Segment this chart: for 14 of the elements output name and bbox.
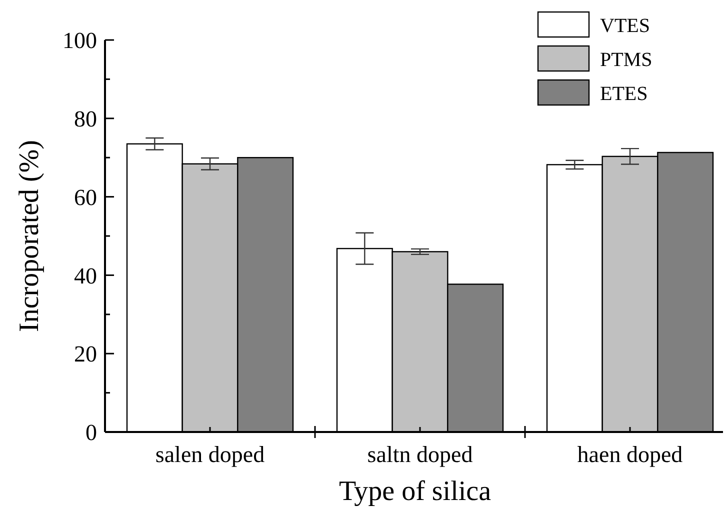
x-tick-label: salen doped xyxy=(155,442,266,467)
x-tick-label: haen doped xyxy=(577,442,684,467)
y-axis-title: Incroporated (%) xyxy=(14,140,45,332)
legend-label: ETES xyxy=(600,83,648,105)
x-tick-label: saltn doped xyxy=(367,442,474,467)
legend-label: PTMS xyxy=(600,49,652,71)
y-tick-label: 60 xyxy=(74,184,97,210)
x-axis-title: Type of silica xyxy=(339,476,492,507)
y-tick-label: 80 xyxy=(74,106,97,132)
y-tick-label: 20 xyxy=(74,342,97,367)
y-tick-label: 0 xyxy=(86,420,97,446)
legend-label: VTES xyxy=(600,15,650,37)
y-tick-label: 40 xyxy=(74,263,97,288)
y-tick-label: 100 xyxy=(62,28,97,54)
